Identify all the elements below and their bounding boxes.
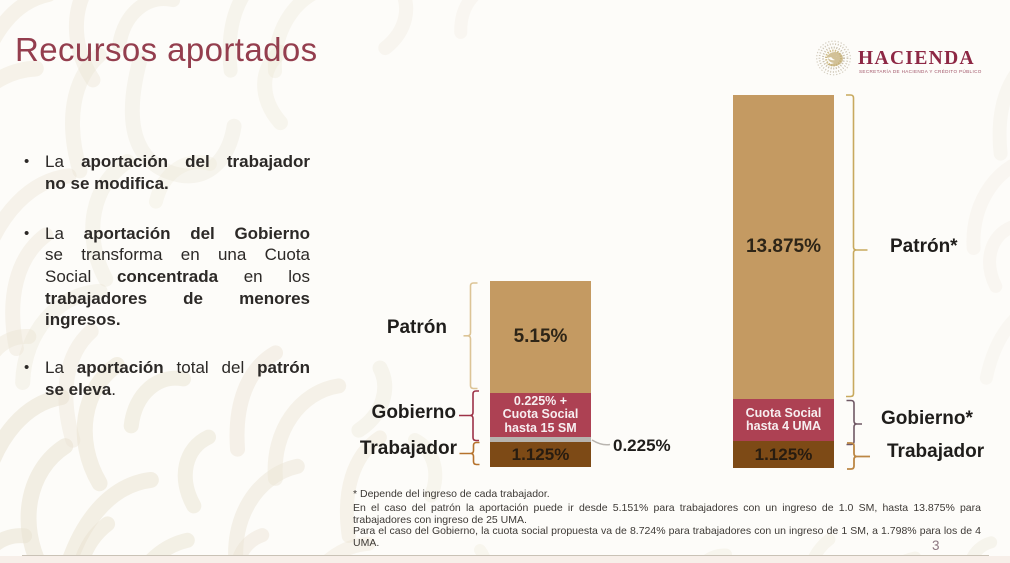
svg-text:SECRETARÍA DE HACIENDA Y CRÉDI: SECRETARÍA DE HACIENDA Y CRÉDITO PÚBLICO [859,68,982,74]
svg-text:HACIENDA: HACIENDA [858,48,975,69]
